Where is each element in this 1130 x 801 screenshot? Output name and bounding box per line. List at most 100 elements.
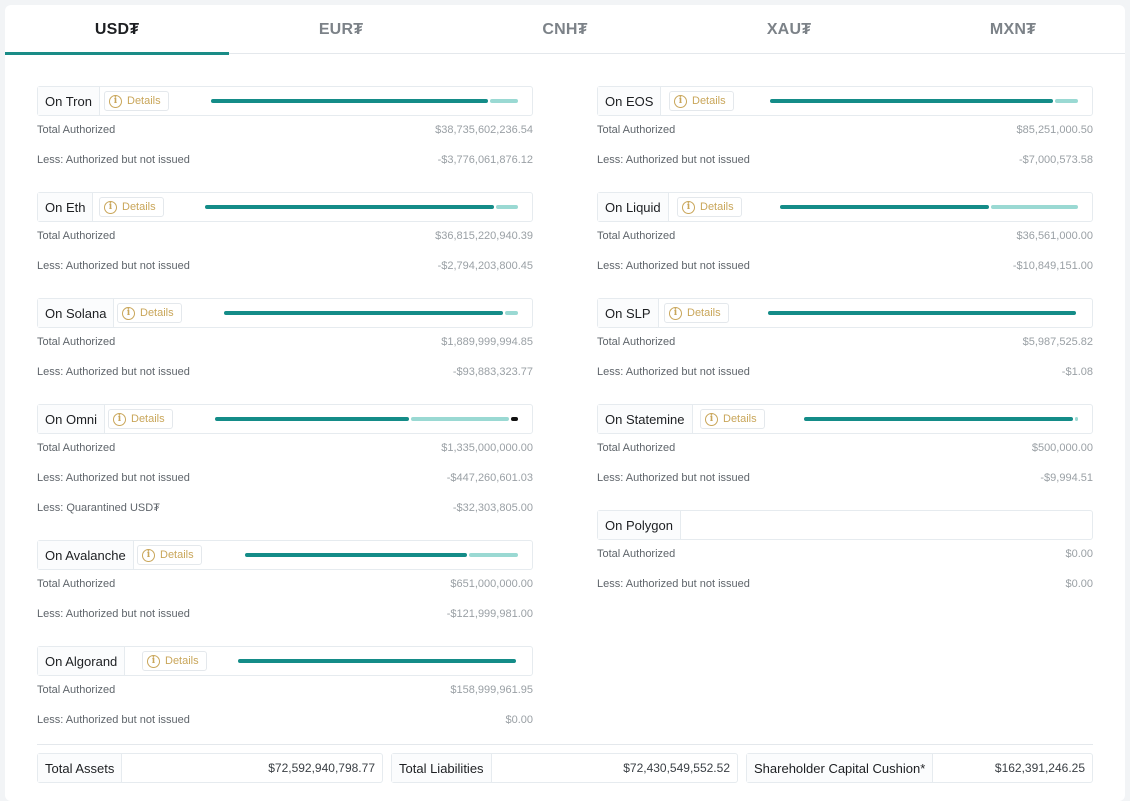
not-issued-row: Less: Authorized but not issued -$2,794,2… — [37, 260, 533, 276]
chain-name: On Tron — [38, 87, 100, 115]
row-value: $1,889,999,994.85 — [441, 336, 533, 348]
row-label: Less: Authorized but not issued — [597, 260, 750, 272]
not-issued-row: Less: Authorized but not issued $0.00 — [37, 714, 533, 730]
tab-mxnt[interactable]: MXN₮ — [901, 5, 1125, 54]
details-button[interactable]: i Details — [117, 303, 182, 323]
total-authorized-row: Total Authorized $85,251,000.50 — [597, 124, 1093, 140]
row-value: $500,000.00 — [1031, 442, 1093, 454]
row-label: Total Authorized — [597, 230, 676, 242]
details-button[interactable]: i Details — [108, 409, 173, 429]
row-label: Less: Authorized but not issued — [597, 154, 750, 166]
row-label: Less: Authorized but not issued — [37, 366, 190, 378]
total-authorized-row: Total Authorized $158,999,961.95 — [37, 684, 533, 700]
details-button[interactable]: i Details — [700, 409, 765, 429]
row-value: $38,735,602,236.54 — [435, 124, 533, 136]
chain-header: On SLP i Details — [597, 298, 1093, 328]
details-button[interactable]: i Details — [142, 651, 207, 671]
chain-name: On EOS — [598, 87, 662, 115]
issued-bar-segment — [770, 99, 1053, 103]
row-label: Total Authorized — [597, 124, 676, 136]
details-label: Details — [723, 413, 757, 425]
info-icon: i — [104, 200, 117, 214]
tab-label: CNH₮ — [542, 20, 588, 38]
tab-cnht[interactable]: CNH₮ — [453, 5, 677, 54]
details-label: Details — [131, 413, 165, 425]
tab-eurt[interactable]: EUR₮ — [229, 5, 453, 54]
issued-bar-segment — [768, 311, 1076, 315]
details-button[interactable]: i Details — [137, 545, 202, 565]
chain-name: On Eth — [38, 193, 94, 221]
details-label: Details — [122, 201, 156, 213]
chain-name: On Omni — [38, 405, 106, 433]
unissued-bar-segment — [496, 205, 518, 209]
issuance-bar — [804, 417, 1078, 421]
total-assets-label: Total Assets — [38, 754, 123, 782]
details-button[interactable]: i Details — [104, 91, 169, 111]
not-issued-row: Less: Authorized but not issued -$9,994.5… — [597, 472, 1093, 488]
row-label: Total Authorized — [597, 336, 676, 348]
issuance-bar — [205, 205, 518, 209]
row-value: -$3,776,061,876.12 — [437, 154, 533, 166]
total-authorized-row: Total Authorized $1,889,999,994.85 — [37, 336, 533, 352]
row-label: Total Authorized — [37, 230, 116, 242]
row-label: Total Authorized — [37, 124, 116, 136]
issued-bar-segment — [215, 417, 409, 421]
issuance-bar — [238, 659, 516, 663]
capital-cushion-value: $162,391,246.25 — [994, 761, 1085, 775]
total-assets-value: $72,592,940,798.77 — [268, 761, 375, 775]
row-value: -$7,000,573.58 — [1018, 154, 1093, 166]
issuance-bar — [768, 311, 1076, 315]
not-issued-row: Less: Authorized but not issued -$3,776,0… — [37, 154, 533, 170]
total-authorized-row: Total Authorized $38,735,602,236.54 — [37, 124, 533, 140]
details-label: Details — [700, 201, 734, 213]
details-button[interactable]: i Details — [664, 303, 729, 323]
details-button[interactable]: i Details — [99, 197, 164, 217]
details-button[interactable]: i Details — [677, 197, 742, 217]
row-label: Less: Authorized but not issued — [597, 366, 750, 378]
chain-header: On Eth i Details — [37, 192, 533, 222]
chain-header: On EOS i Details — [597, 86, 1093, 116]
row-value: $36,561,000.00 — [1016, 230, 1093, 242]
not-issued-row: Less: Authorized but not issued -$447,260… — [37, 472, 533, 488]
totals-divider — [37, 744, 1093, 745]
reserves-card: USD₮ EUR₮ CNH₮ XAU₮ MXN₮ On Tron i Detail… — [5, 5, 1125, 801]
info-icon: i — [142, 548, 155, 562]
row-label: Less: Authorized but not issued — [37, 714, 190, 726]
issuance-bar — [780, 205, 1078, 209]
row-label: Total Authorized — [597, 548, 676, 560]
tab-label: USD₮ — [94, 20, 140, 38]
row-value: $36,815,220,940.39 — [435, 230, 533, 242]
row-value: -$93,883,323.77 — [452, 366, 533, 378]
details-button[interactable]: i Details — [669, 91, 734, 111]
issuance-bar — [245, 553, 518, 557]
chain-name: On SLP — [598, 299, 659, 327]
unissued-bar-segment — [469, 553, 518, 557]
issued-bar-segment — [205, 205, 494, 209]
row-value: $158,999,961.95 — [450, 684, 533, 696]
info-icon: i — [682, 200, 695, 214]
info-icon: i — [113, 412, 126, 426]
tab-label: EUR₮ — [318, 20, 364, 38]
info-icon: i — [109, 94, 122, 108]
details-label: Details — [692, 95, 726, 107]
quarantined-row: Less: Quarantined USD₮ -$32,303,805.00 — [37, 502, 533, 518]
row-label: Less: Authorized but not issued — [597, 472, 750, 484]
issuance-bar — [211, 99, 518, 103]
tab-usdt[interactable]: USD₮ — [5, 5, 229, 55]
total-authorized-row: Total Authorized $500,000.00 — [597, 442, 1093, 458]
total-authorized-row: Total Authorized $5,987,525.82 — [597, 336, 1093, 352]
total-liabilities-label: Total Liabilities — [392, 754, 492, 782]
total-authorized-row: Total Authorized $0.00 — [597, 548, 1093, 564]
tab-xaut[interactable]: XAU₮ — [677, 5, 901, 54]
unissued-bar-segment — [490, 99, 518, 103]
row-value: -$1.08 — [1061, 366, 1093, 378]
tab-label: XAU₮ — [766, 20, 812, 38]
currency-tabs: USD₮ EUR₮ CNH₮ XAU₮ MXN₮ — [5, 5, 1125, 55]
chain-name: On Statemine — [598, 405, 693, 433]
row-value: -$121,999,981.00 — [446, 608, 533, 620]
details-label: Details — [165, 655, 199, 667]
info-icon: i — [122, 306, 135, 320]
chain-header: On Avalanche i Details — [37, 540, 533, 570]
details-label: Details — [160, 549, 194, 561]
info-icon: i — [669, 306, 682, 320]
